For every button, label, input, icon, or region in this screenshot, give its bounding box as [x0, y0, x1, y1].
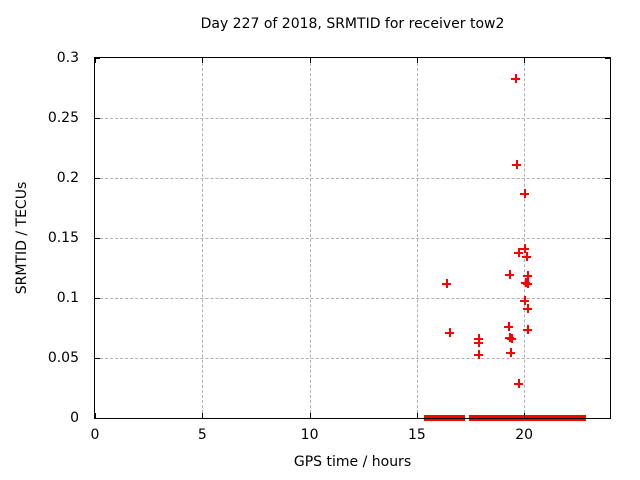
y-tick-right	[605, 58, 610, 59]
data-point	[473, 349, 483, 359]
x-tick-bottom	[95, 413, 96, 418]
y-tick-left	[95, 418, 100, 419]
data-point	[442, 279, 452, 289]
chart-title: Day 227 of 2018, SRMTID for receiver tow…	[200, 16, 505, 32]
y-tick-left	[95, 298, 100, 299]
data-point	[511, 160, 521, 170]
y-tick-right	[605, 178, 610, 179]
data-point	[506, 334, 516, 344]
data-point	[520, 277, 530, 287]
y-gridline	[95, 118, 610, 119]
y-gridline	[95, 298, 610, 299]
x-axis-label: GPS time / hours	[293, 454, 412, 470]
data-point	[519, 295, 529, 305]
y-tick-label: 0	[70, 410, 79, 426]
x-tick-label: 20	[515, 427, 534, 443]
plot-area	[94, 57, 611, 421]
y-tick-left	[95, 178, 100, 179]
y-tick-right	[605, 418, 610, 419]
data-point	[505, 269, 515, 279]
data-point	[521, 251, 531, 261]
y-tick-right	[605, 118, 610, 119]
y-tick-left	[95, 58, 100, 59]
y-tick-left	[95, 118, 100, 119]
x-tick-top	[309, 58, 311, 63]
data-point	[520, 189, 530, 199]
y-tick-left	[95, 358, 100, 359]
y-tick-right	[605, 298, 610, 299]
x-tick-top	[524, 58, 526, 63]
data-point	[522, 324, 532, 334]
y-tick-right	[605, 238, 610, 239]
y-tick-label: 0.25	[47, 110, 79, 126]
y-tick-label: 0.15	[47, 230, 79, 246]
y-tick-right	[605, 358, 610, 359]
x-tick-label: 10	[300, 427, 319, 443]
y-tick-label: 0.1	[56, 290, 79, 306]
data-point	[510, 73, 520, 83]
x-tick-bottom	[524, 413, 526, 418]
data-point	[444, 328, 454, 338]
data-point	[522, 304, 532, 314]
x-axis-line	[95, 417, 610, 419]
data-point	[522, 270, 532, 280]
data-point	[503, 322, 513, 332]
x-tick-label: 15	[407, 427, 426, 443]
y-gridline	[95, 358, 610, 359]
data-point	[513, 247, 523, 257]
y-tick-label: 0.3	[56, 50, 79, 66]
x-tick-bottom	[202, 413, 204, 418]
data-point	[522, 279, 532, 289]
y-tick-left	[95, 238, 100, 239]
x-tick-bottom	[416, 413, 418, 418]
y-tick-label: 0.05	[47, 350, 79, 366]
y-gridline	[95, 238, 610, 239]
y-gridline	[95, 178, 610, 179]
x-tick-label: 5	[197, 427, 207, 443]
data-point	[473, 337, 483, 347]
x-tick-bottom	[309, 413, 311, 418]
x-tick-top	[202, 58, 204, 63]
x-tick-top	[95, 58, 96, 63]
data-point	[505, 347, 515, 357]
data-point	[513, 378, 523, 388]
x-tick-top	[416, 58, 418, 63]
data-point	[519, 244, 529, 254]
data-point	[504, 333, 514, 343]
y-tick-label: 0.2	[56, 170, 79, 186]
x-tick-label: 0	[90, 427, 100, 443]
